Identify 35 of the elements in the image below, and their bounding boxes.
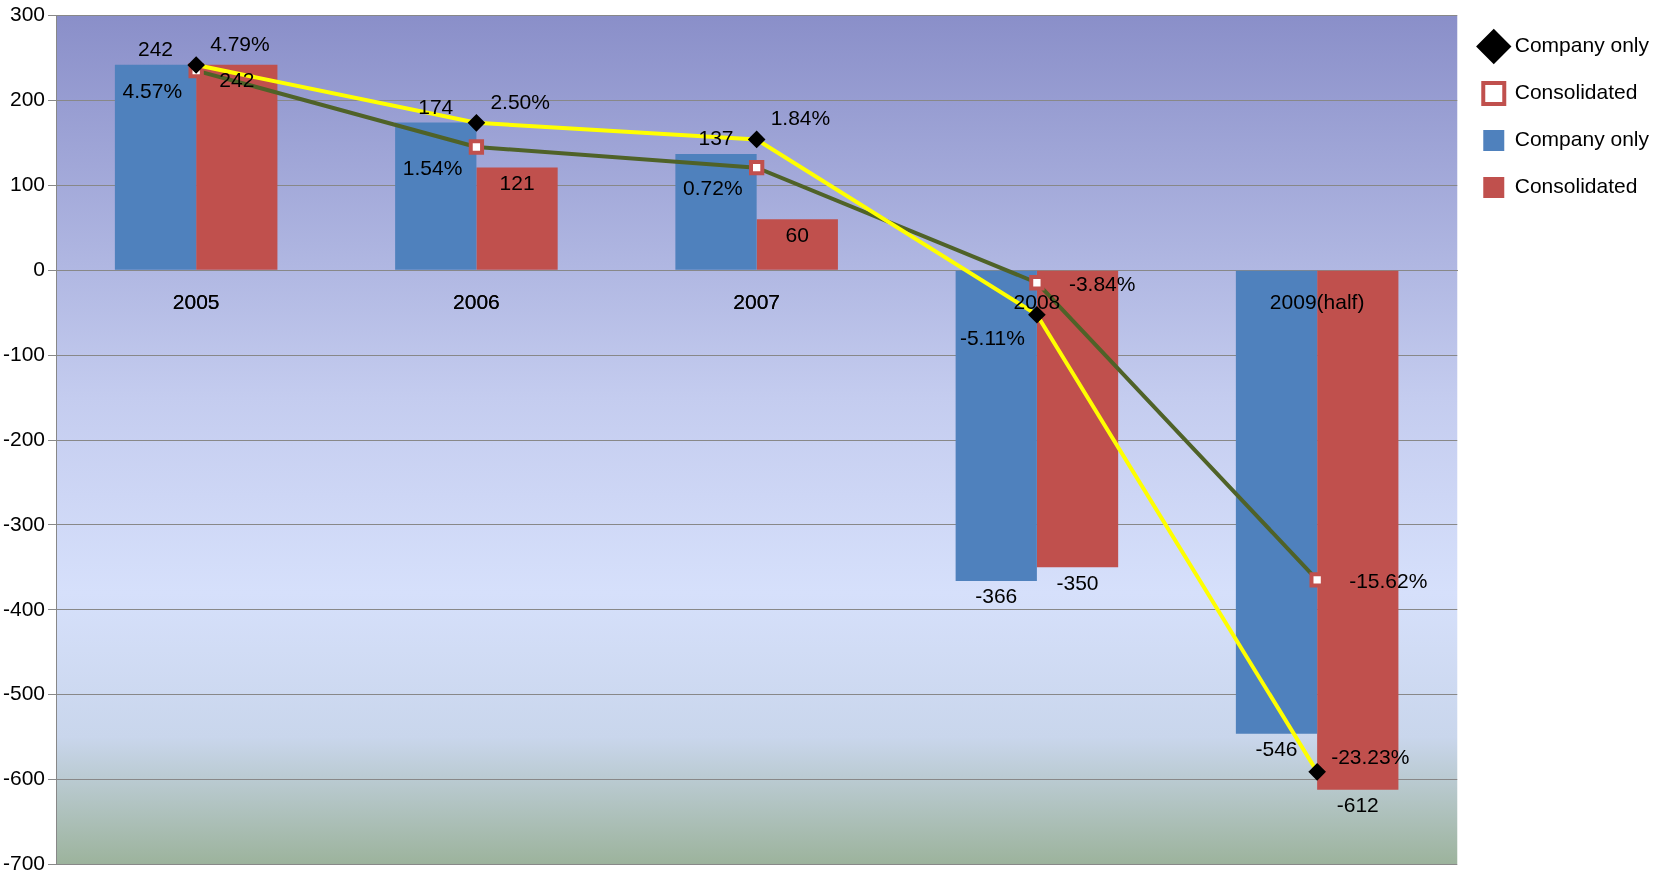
y-tick-label: -300 — [3, 511, 46, 535]
data-label: 1.54% — [402, 155, 463, 179]
data-label: 60 — [785, 222, 809, 246]
y-tick-label: -200 — [3, 426, 46, 450]
x-tick-label: 2009(half) — [1269, 289, 1365, 313]
legend-label: Company only — [1514, 33, 1650, 57]
y-tick-label: 200 — [9, 87, 46, 111]
x-tick-label: 2008 — [1013, 289, 1061, 313]
data-label: -366 — [975, 584, 1018, 608]
data-label: 121 — [499, 170, 535, 194]
y-tick-label: 100 — [9, 172, 46, 196]
data-label: 0.72% — [683, 176, 743, 200]
y-tick-label: 0 — [33, 257, 46, 281]
data-label: 4.57% — [122, 79, 183, 103]
y-tick-label: -100 — [3, 341, 46, 365]
x-tick-label: 2006 — [453, 289, 500, 313]
y-tick-label: -500 — [3, 681, 46, 705]
data-label: -546 — [1255, 736, 1298, 760]
y-tick-label: -600 — [3, 766, 46, 790]
x-tick-label: 2007 — [733, 289, 781, 313]
y-tick-label: 300 — [9, 2, 46, 26]
data-label: 2.50% — [490, 89, 550, 113]
legend-label: Consolidated — [1514, 80, 1638, 104]
data-label: -5.11% — [959, 325, 1025, 349]
data-label: 1.84% — [770, 106, 831, 130]
data-label: 242 — [138, 37, 174, 61]
y-tick-label: -400 — [3, 596, 46, 620]
data-label: 174 — [418, 94, 454, 118]
data-label: -350 — [1056, 570, 1099, 594]
data-label: -612 — [1336, 793, 1379, 816]
x-tick-label: 2005 — [172, 289, 220, 313]
legend-label: Consolidated — [1514, 174, 1638, 198]
data-label: 4.79% — [210, 31, 270, 55]
legend-label: Company only — [1514, 127, 1650, 151]
y-tick-label: -700 — [3, 851, 46, 875]
